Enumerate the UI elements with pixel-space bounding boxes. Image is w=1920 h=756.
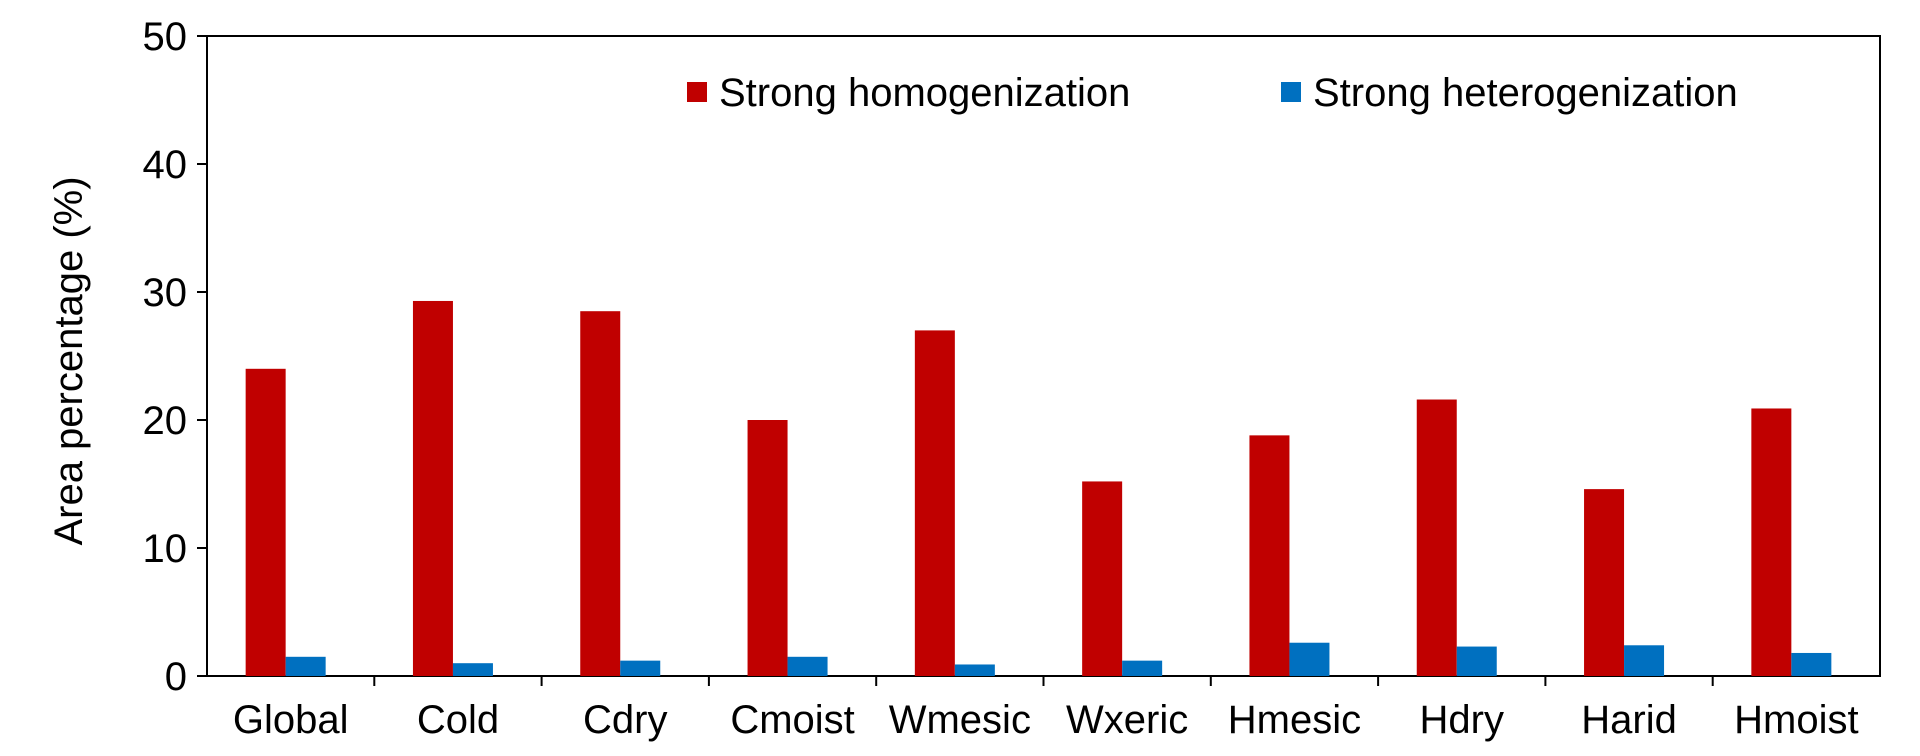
bars-group (245, 300, 1832, 676)
bar-heterogenization-hmesic (1289, 642, 1330, 676)
bar-heterogenization-cdry (620, 660, 661, 676)
bar-homogenization-cdry (580, 311, 621, 676)
y-tick-label: 40 (143, 143, 188, 187)
x-tick-label: Cold (417, 698, 499, 742)
axes-group: 0 10 20 30 40 50 Global Cold Cdry Cmoist Wmesic Wxe… (143, 15, 1859, 742)
bar-heterogenization-wmesic (954, 664, 995, 676)
x-tick-label: Hdry (1420, 698, 1504, 742)
bar-homogenization-hmesic (1249, 435, 1290, 676)
bar-heterogenization-global (285, 656, 326, 676)
legend-swatch-homogenization (687, 82, 707, 102)
plot-area (206, 35, 1881, 677)
bar-heterogenization-cmoist (787, 656, 828, 676)
bar-heterogenization-harid (1624, 645, 1665, 676)
x-tick-label: Hmoist (1734, 698, 1858, 742)
y-tick-label: 30 (143, 271, 188, 315)
x-tick-label: Cdry (583, 698, 667, 742)
bar-homogenization-harid (1584, 489, 1625, 676)
bar-homogenization-cold (412, 300, 453, 676)
bar-homogenization-wxeric (1082, 481, 1123, 676)
x-tick-label: Cmoist (730, 698, 854, 742)
bar-heterogenization-hdry (1456, 646, 1497, 676)
y-tick-label: 20 (143, 399, 188, 443)
bar-heterogenization-cold (452, 663, 493, 676)
x-tick-label: Harid (1581, 698, 1677, 742)
x-tick-label: Global (233, 698, 349, 742)
bar-homogenization-hmoist (1751, 408, 1792, 676)
x-tick-label: Hmesic (1228, 698, 1361, 742)
bar-homogenization-global (245, 368, 286, 676)
y-tick-label: 0 (165, 655, 187, 699)
x-tick-label: Wxeric (1066, 698, 1188, 742)
y-axis-label: Area percentage (%) (47, 176, 91, 545)
bar-homogenization-wmesic (914, 330, 955, 676)
bar-homogenization-hdry (1416, 399, 1457, 676)
legend-swatch-heterogenization (1281, 82, 1301, 102)
x-tick-label: Wmesic (889, 698, 1031, 742)
legend-label-heterogenization: Strong heterogenization (1313, 71, 1738, 115)
bar-heterogenization-wxeric (1122, 660, 1163, 676)
bar-homogenization-cmoist (747, 420, 788, 676)
legend: Strong homogenization Strong heterogeniza… (687, 71, 1738, 115)
plot-border (206, 35, 1881, 677)
legend-label-homogenization: Strong homogenization (719, 71, 1130, 115)
y-tick-label: 10 (143, 527, 188, 571)
bar-heterogenization-hmoist (1791, 652, 1832, 676)
y-tick-label: 50 (143, 15, 188, 59)
